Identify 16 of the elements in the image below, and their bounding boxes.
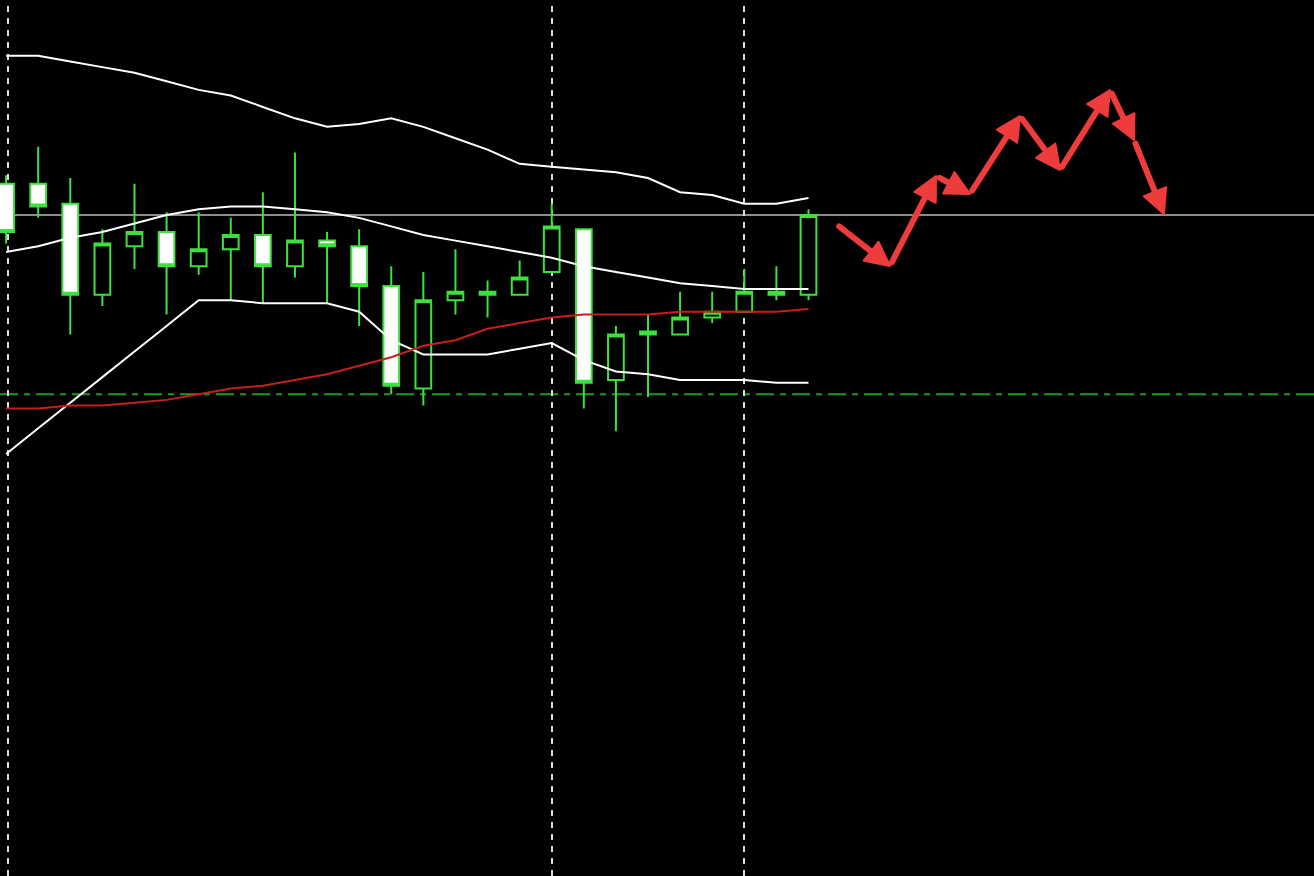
candlestick	[542, 202, 561, 273]
candlestick	[29, 145, 48, 219]
candlestick	[189, 211, 208, 276]
candlestick	[414, 270, 433, 407]
candlestick	[446, 248, 465, 316]
candlestick	[93, 228, 112, 308]
candlestick	[671, 290, 689, 336]
candlestick	[799, 208, 818, 302]
candlestick	[607, 324, 625, 433]
candlestick	[125, 182, 144, 271]
candlestick	[510, 259, 529, 296]
candlestick	[221, 216, 240, 302]
candlestick	[478, 279, 497, 319]
candlestick	[639, 313, 657, 399]
candlestick	[735, 268, 754, 313]
candlestick	[286, 151, 304, 279]
